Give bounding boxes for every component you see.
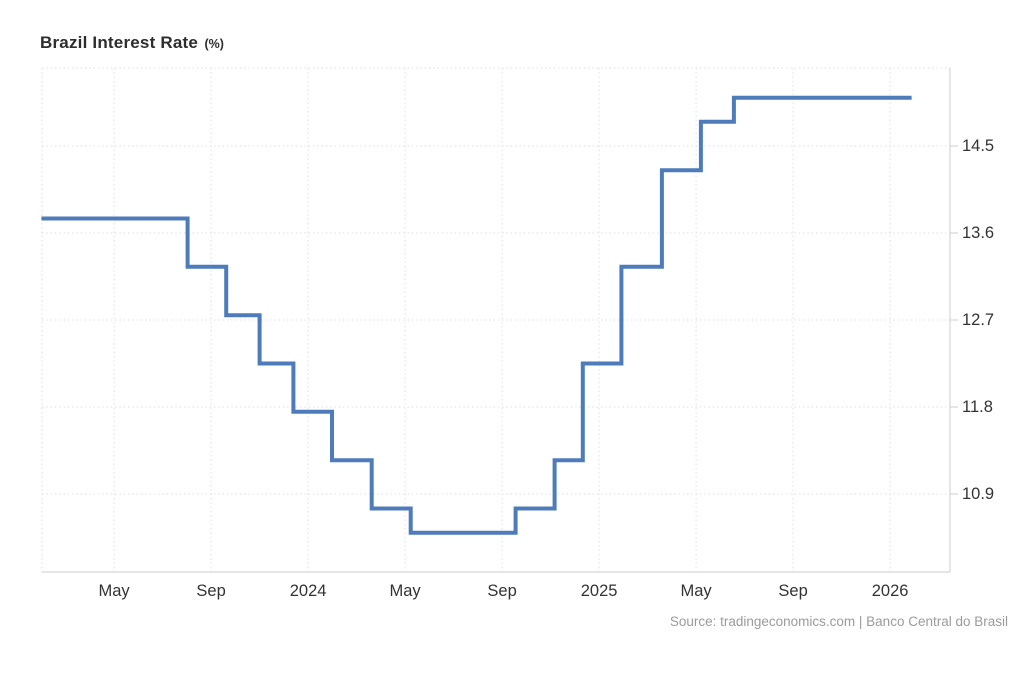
y-axis-label: 11.8 <box>962 398 993 416</box>
y-axis-label: 12.7 <box>962 311 995 329</box>
x-axis-label: Sep <box>196 582 226 600</box>
x-axis-label: May <box>98 582 130 600</box>
chart-title-unit: (%) <box>204 37 224 51</box>
x-axis-label: Sep <box>487 582 517 600</box>
y-axis-label: 14.5 <box>962 137 995 155</box>
y-axis-label: 13.6 <box>962 224 995 242</box>
x-axis-label: May <box>680 582 712 600</box>
interest-rate-step-line[interactable] <box>41 95 912 535</box>
x-axis-label: 2024 <box>289 582 327 600</box>
source-credit: Source: tradingeconomics.com | Banco Cen… <box>669 614 1008 629</box>
chart-title-text: Brazil Interest Rate <box>40 33 198 52</box>
y-axis-label: 10.9 <box>962 485 995 503</box>
x-axis-label: May <box>389 582 421 600</box>
x-axis-label: 2026 <box>871 582 909 600</box>
x-axis-label: 2025 <box>580 582 618 600</box>
chart-title: Brazil Interest Rate (%) <box>40 33 224 53</box>
x-axis-label: Sep <box>778 582 808 600</box>
